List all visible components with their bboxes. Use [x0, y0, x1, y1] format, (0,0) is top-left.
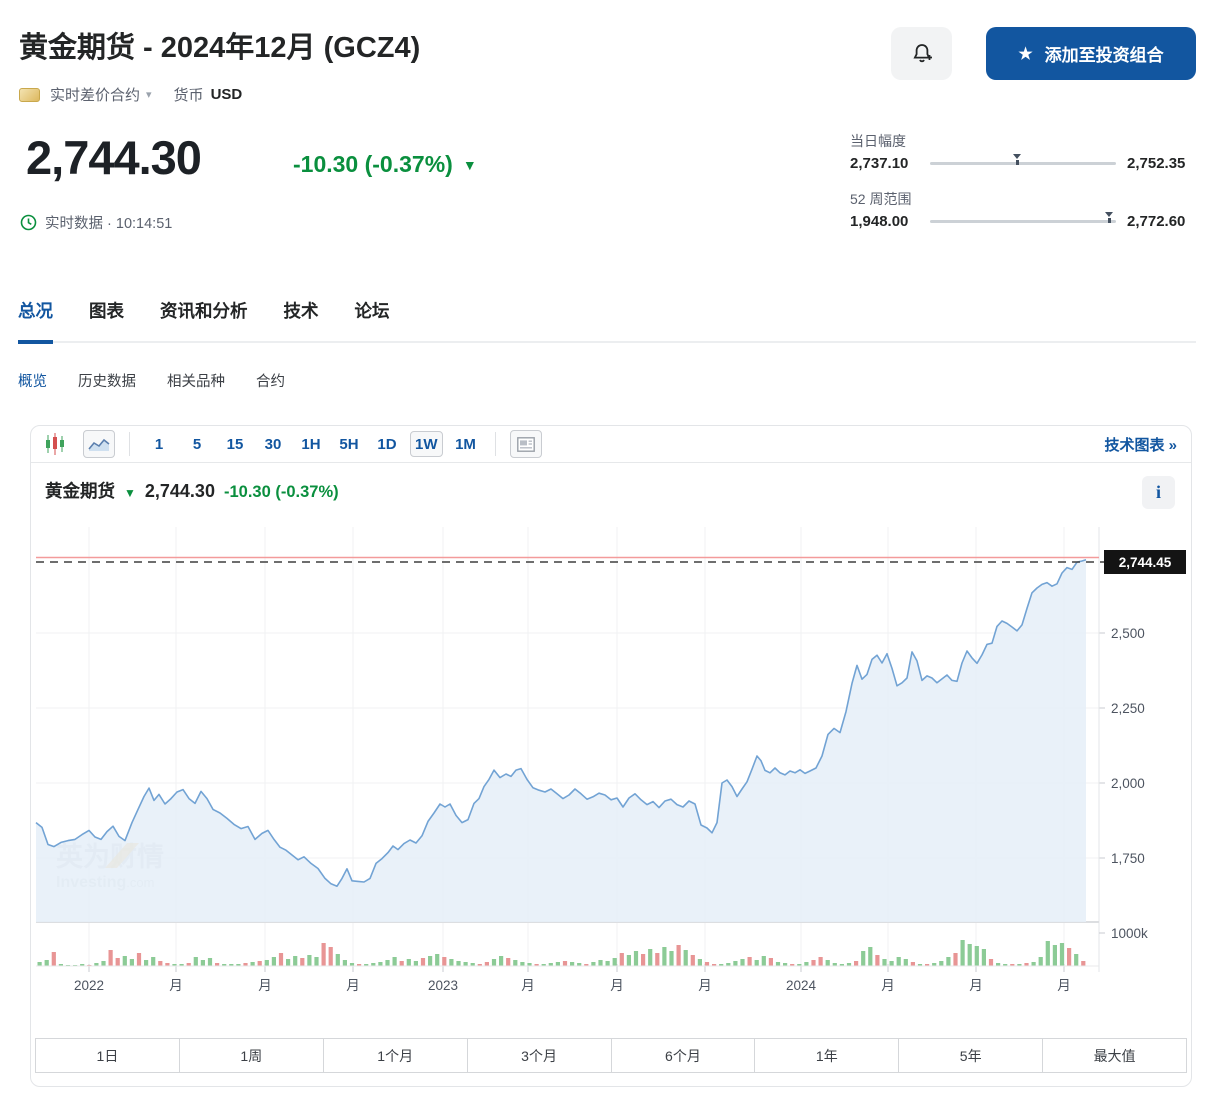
- area-chart-icon: [88, 438, 110, 451]
- svg-text:1000k: 1000k: [1111, 926, 1148, 941]
- main-tab[interactable]: 图表: [89, 301, 124, 321]
- daily-range-label: 当日幅度: [850, 133, 906, 149]
- last-price-label: 2,744.45: [1104, 550, 1186, 574]
- svg-text:2,000: 2,000: [1111, 776, 1145, 791]
- area-chart-button[interactable]: [83, 430, 115, 458]
- timeframe-button[interactable]: 1: [144, 431, 174, 457]
- instrument-type-label[interactable]: 实时差价合约: [50, 87, 141, 104]
- daily-range-low: 2,737.10: [850, 155, 909, 172]
- svg-text:2,500: 2,500: [1111, 626, 1145, 641]
- price-line: [35, 558, 1087, 887]
- 52wk-range-low: 1,948.00: [850, 213, 909, 230]
- volume-bars: [36, 940, 1099, 967]
- sub-tab[interactable]: 概览: [18, 374, 47, 390]
- svg-text:2,250: 2,250: [1111, 701, 1145, 716]
- clock-icon: [20, 214, 37, 231]
- chart-last-price: 2,744.30: [144, 481, 215, 501]
- star-icon: ★: [1018, 45, 1033, 63]
- last-price: 2,744.30: [26, 131, 202, 184]
- svg-text:月: 月: [881, 978, 895, 993]
- daily-range-bar: [930, 154, 1116, 165]
- down-triangle-icon: ▼: [462, 156, 477, 173]
- news-layout-button[interactable]: [509, 430, 542, 458]
- range-button[interactable]: 1日: [36, 1039, 179, 1072]
- sub-tab[interactable]: 相关品种: [167, 374, 225, 390]
- technical-chart-link[interactable]: 技术图表 »: [1104, 436, 1177, 454]
- news-layout-icon: [516, 436, 535, 452]
- svg-text:1,750: 1,750: [1111, 851, 1145, 866]
- page-title: 黄金期货 - 2024年12月 (GCZ4): [19, 32, 421, 64]
- svg-text:月: 月: [610, 978, 624, 993]
- down-arrow-icon: ▼: [124, 486, 136, 500]
- price-chart-svg[interactable]: 2,500 2,250 2,000 1,750 1000k 2022 月 月 月 2023 月 月 月 2…: [31, 521, 1193, 1001]
- sub-tabs: 概览 历史数据 相关品种 合约: [18, 370, 285, 391]
- range-button[interactable]: 5年: [898, 1039, 1043, 1072]
- realtime-status: 实时数据 · 10:14:51: [20, 212, 172, 233]
- main-tab[interactable]: 总况: [18, 298, 53, 344]
- svg-text:2,744.45: 2,744.45: [1119, 555, 1172, 570]
- 52wk-range-label: 52 周范围: [850, 191, 912, 207]
- add-to-portfolio-button[interactable]: ★ 添加至投资组合: [986, 27, 1196, 80]
- currency-label: 货币: [173, 87, 204, 104]
- timeframe-group: 1 5 15 30 1H 5H 1D 1W 1M: [144, 431, 481, 457]
- chevron-down-icon[interactable]: ▾: [146, 89, 152, 101]
- range-button[interactable]: 3个月: [466, 1039, 611, 1072]
- 52wk-range-high: 2,772.60: [1127, 213, 1186, 230]
- price-change: -10.30 (-0.37%) ▼: [293, 151, 477, 177]
- candlestick-chart-button[interactable]: [45, 431, 65, 457]
- daily-range-high: 2,752.35: [1127, 155, 1186, 172]
- chart-info-button[interactable]: i: [1142, 476, 1175, 509]
- range-button[interactable]: 1个月: [322, 1039, 467, 1072]
- 52wk-range-bar: [930, 212, 1116, 223]
- date-range-selector: 1日 1周 1个月 3个月 6个月 1年 5年 最大值: [35, 1038, 1187, 1073]
- range-button[interactable]: 1年: [754, 1039, 899, 1072]
- svg-text:月: 月: [346, 978, 360, 993]
- range-button[interactable]: 6个月: [610, 1039, 755, 1072]
- axis-labels: 2,500 2,250 2,000 1,750 1000k 2022 月 月 月 2023 月 月 月 2…: [74, 626, 1148, 993]
- svg-text:月: 月: [258, 978, 272, 993]
- svg-text:2024: 2024: [786, 978, 817, 993]
- timeframe-button[interactable]: 1M: [451, 431, 481, 457]
- chart-toolbar: 1 5 15 30 1H 5H 1D 1W 1M 技术图表 »: [31, 426, 1191, 463]
- sub-tab[interactable]: 合约: [256, 374, 285, 390]
- range-button[interactable]: 1周: [178, 1039, 323, 1072]
- toolbar-divider: [129, 432, 130, 456]
- toolbar-divider: [494, 432, 496, 456]
- timeframe-button[interactable]: 5: [182, 431, 212, 457]
- svg-text:2023: 2023: [428, 978, 458, 993]
- svg-text:月: 月: [969, 978, 983, 993]
- timeframe-button[interactable]: 15: [220, 431, 250, 457]
- range-button[interactable]: 最大值: [1042, 1039, 1186, 1072]
- svg-text:2022: 2022: [74, 978, 104, 993]
- candlestick-icon: [46, 433, 64, 455]
- timeframe-button[interactable]: 30: [258, 431, 288, 457]
- timeframe-button[interactable]: 1D: [372, 431, 402, 457]
- chart-instrument-name: 黄金期货: [45, 481, 115, 501]
- sub-tab[interactable]: 历史数据: [78, 374, 136, 390]
- 52wk-range-marker: [1104, 212, 1114, 223]
- main-tab[interactable]: 技术: [283, 301, 319, 321]
- main-tab[interactable]: 论坛: [354, 301, 390, 321]
- chart-card: 1 5 15 30 1H 5H 1D 1W 1M 技术图表 » 黄金期货 ▼ 2,744.30 …: [30, 425, 1192, 1087]
- price-area: [36, 559, 1086, 922]
- svg-text:月: 月: [1057, 978, 1071, 993]
- main-tab[interactable]: 资讯和分析: [160, 301, 248, 321]
- svg-text:月: 月: [698, 978, 712, 993]
- svg-text:月: 月: [521, 978, 535, 993]
- timeframe-button[interactable]: 5H: [334, 431, 364, 457]
- bell-plus-icon: [912, 43, 932, 62]
- main-tabs: 总况 图表 资讯和分析 技术 论坛: [18, 298, 1196, 344]
- timeframe-button[interactable]: 1W: [410, 431, 443, 457]
- create-alert-button[interactable]: [891, 27, 952, 80]
- chart-title-row: 黄金期货 ▼ 2,744.30 -10.30 (-0.37%): [45, 478, 339, 503]
- currency-value: USD: [210, 86, 243, 103]
- timeframe-button[interactable]: 1H: [296, 431, 326, 457]
- instrument-meta-row: 实时差价合约 ▾ 货币 USD: [19, 84, 242, 105]
- gold-commodity-icon: [19, 87, 40, 102]
- svg-text:月: 月: [169, 978, 183, 993]
- daily-range-marker: [1012, 154, 1022, 165]
- chart-price-change: -10.30 (-0.37%): [223, 483, 339, 501]
